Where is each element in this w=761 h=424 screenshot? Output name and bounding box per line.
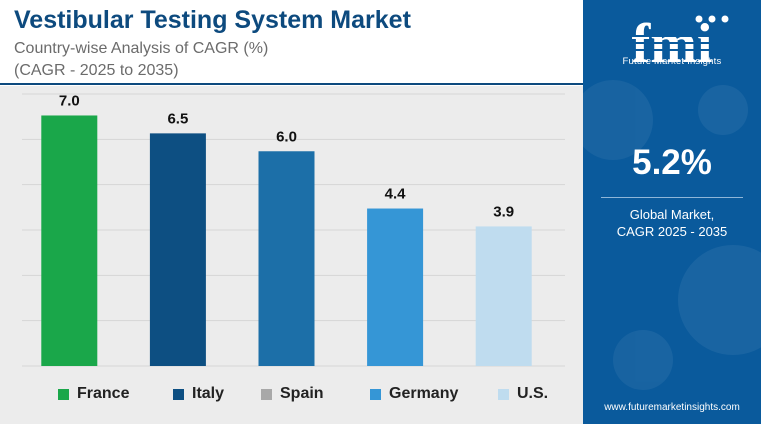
fmi-logo: fmi bbox=[609, 13, 735, 75]
legend-label: Italy bbox=[192, 385, 225, 402]
chart-header: Vestibular Testing System Market Country… bbox=[0, 0, 583, 84]
legend-label: Germany bbox=[389, 385, 459, 402]
chart-area: 7.0 6.5 6.0 4.4 3.9 bbox=[0, 86, 583, 424]
legend-item: Spain bbox=[261, 384, 324, 404]
legend-swatch bbox=[173, 388, 184, 400]
chart-title: Vestibular Testing System Market bbox=[14, 6, 411, 34]
legend-swatch bbox=[261, 388, 272, 400]
bar-u-s bbox=[475, 226, 532, 366]
legend-item: Germany bbox=[370, 384, 458, 404]
data-label: 7.0 bbox=[59, 92, 80, 109]
data-label: 3.9 bbox=[493, 203, 514, 220]
legend-label: Spain bbox=[280, 385, 324, 402]
bar-germany bbox=[367, 208, 424, 366]
legend-swatch bbox=[370, 388, 381, 400]
chart-subtitle: Country-wise Analysis of CAGR (%) bbox=[14, 40, 269, 57]
bar-italy bbox=[149, 133, 206, 366]
legend-item: France bbox=[58, 384, 129, 404]
legend-item: U.S. bbox=[498, 384, 548, 404]
data-label: 6.0 bbox=[276, 128, 297, 145]
bar-spain bbox=[258, 151, 315, 366]
summary-panel: fmi Future Market Insights 5.2% Global M… bbox=[583, 0, 761, 424]
legend-swatch bbox=[58, 388, 69, 400]
global-cagr-value: 5.2% bbox=[632, 143, 712, 182]
chart-legend: France Italy Spain Germany U.S. bbox=[58, 384, 578, 404]
chart-period: (CAGR - 2025 to 2035) bbox=[14, 62, 179, 79]
legend-swatch bbox=[498, 388, 509, 400]
bar-france bbox=[41, 115, 98, 366]
legend-label: U.S. bbox=[517, 385, 549, 402]
panel-texture bbox=[583, 80, 761, 390]
bar-chart: 7.0 6.5 6.0 4.4 3.9 bbox=[22, 92, 565, 367]
legend-label: France bbox=[77, 385, 130, 402]
logo-wordmark: Future Market Insights bbox=[622, 56, 722, 67]
data-label: 6.5 bbox=[167, 110, 188, 127]
header-divider bbox=[0, 83, 583, 85]
legend-item: Italy bbox=[173, 384, 224, 404]
global-cagr-label-line1: Global Market, bbox=[629, 207, 715, 222]
data-label: 4.4 bbox=[385, 186, 407, 203]
website-link[interactable]: www.futuremarketinsights.com bbox=[604, 402, 740, 413]
panel-divider bbox=[601, 197, 743, 198]
global-cagr-label-line2: CAGR 2025 - 2035 bbox=[616, 224, 728, 239]
